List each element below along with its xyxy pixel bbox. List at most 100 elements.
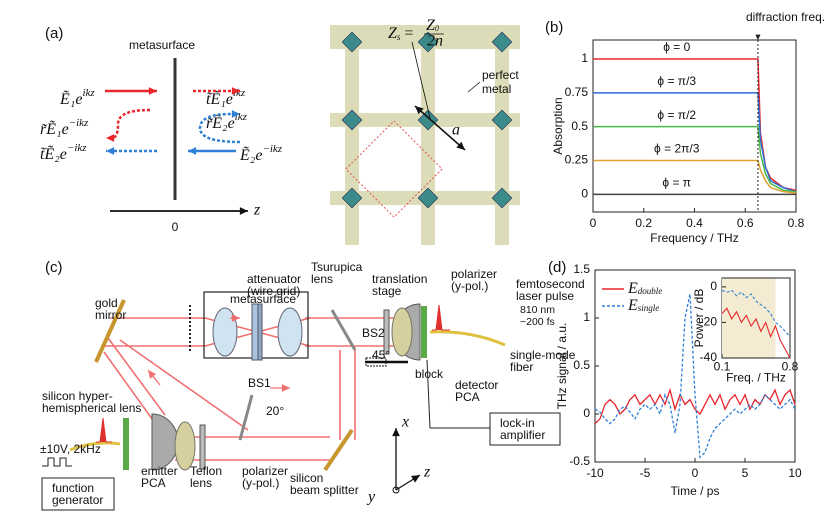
impedance-z: Z [388,25,398,42]
arrow-head [148,87,157,95]
cable [426,359,431,429]
series-line [593,125,797,193]
field-main: Ẽ₁e [59,90,82,108]
diagram-label: polarizer [451,267,497,281]
diagram-label: y [366,489,376,506]
metal-label: perfect [482,68,519,82]
y-tick-label: -0.5 [569,454,590,468]
field-main: r̃Ẽ₂e [206,114,235,132]
diagram-label: BS2 [362,326,385,340]
arrow-head [231,110,240,118]
laser-beam [107,337,166,416]
panel-label: (a) [45,25,63,42]
lens [391,307,413,357]
x-tick-label: 0 [692,466,699,480]
field-main: Ẽ₂e [239,146,262,164]
field-exponent: −ikz [67,142,87,154]
arrow-head [415,106,424,115]
series-line [721,307,791,359]
x-tick-label: 0.1 [714,360,731,374]
arrow-head [148,370,157,379]
y-tick-label: 0 [583,406,590,420]
diagram-label: (y-pol.) [451,279,488,293]
pointer [411,41,431,119]
diagram-label: 20° [266,404,284,418]
x-axis-label: Frequency / THz [650,231,738,245]
series-label: ϕ = 2π/3 [654,142,700,156]
arrow-head [106,147,115,155]
diagram-label: 45° [372,348,390,362]
diagram-label: Tsurupica [311,260,363,274]
diagram-label: x [401,414,409,431]
series-line [594,293,796,459]
diagram-label: femtosecond [516,277,585,291]
y-tick-label: 1 [583,310,590,324]
z-axis-label: z [253,202,261,219]
period-label: a [452,122,460,139]
arrow-head [188,147,197,155]
diagram-label: metasurface [230,292,296,306]
diagram-label: lens [190,476,212,490]
x-tick-label: 0.6 [737,216,754,230]
block-box [365,357,387,367]
pointer [467,81,481,93]
load-diamond [341,31,363,53]
gold-mirror [94,299,126,363]
teflon-lens [174,421,196,471]
panel-label: (b) [545,19,563,36]
diagram-label: laser pulse [516,289,574,303]
impedance-eq: = [403,25,414,42]
x-tick-label: 0 [590,216,597,230]
legend-name: E [627,280,638,297]
lattice-hole [509,49,520,113]
impedance-sub: s [397,32,401,42]
shaded-band [722,278,776,358]
x-tick-label: 0.2 [635,216,652,230]
field-main: t̃Ẽ₁e [206,90,233,108]
diagram-label: generator [52,493,103,507]
annotation: diffraction freq. [746,10,825,24]
emitter-lens [151,413,179,471]
y-axis-label: THz signal / a.u. [555,323,569,410]
diagram-label: single-mode [510,348,576,362]
arrow-head [392,428,400,437]
y-tick-label: 0.25 [565,153,589,167]
y-tick-label: 0.5 [573,358,590,372]
load-diamond [417,109,439,131]
lattice-hole [509,127,520,191]
reflected-arrow [198,112,241,144]
diagram-label: emitter [141,464,178,478]
reflected-arrow [111,108,151,140]
panel-label: (c) [45,259,63,276]
diagram-label: block [415,367,444,381]
load-diamond [491,109,513,131]
metasurface-label: metasurface [129,38,195,52]
x-tick-label: 10 [788,466,802,480]
y-axis-dot [392,486,400,494]
laser-pulse [432,304,450,331]
laser-beam [103,351,161,431]
legend-name: E [627,297,638,314]
impedance-zero: 0 [435,24,439,33]
arrow-head [106,134,115,142]
impedance: Zs = [388,25,414,42]
lattice-hole [330,205,345,245]
x-tick-label: 0.8 [788,216,805,230]
legend-subscript: single [638,303,660,313]
lattice-hole [509,205,520,245]
diagram-label: attenuator [247,272,301,286]
field-exponent: −ikz [69,117,89,129]
arrow-head [239,207,248,215]
load-diamond [491,187,513,209]
arrow-head [456,141,465,150]
lattice-hole [435,205,495,245]
bs1 [238,394,254,441]
diagram-label: PCA [455,390,480,404]
lattice-hole [359,205,421,245]
impedance-z0: Z [426,17,436,34]
x-tick-label: -10 [586,466,604,480]
x-tick-label: 5 [742,466,749,480]
lattice-hole [435,49,495,113]
